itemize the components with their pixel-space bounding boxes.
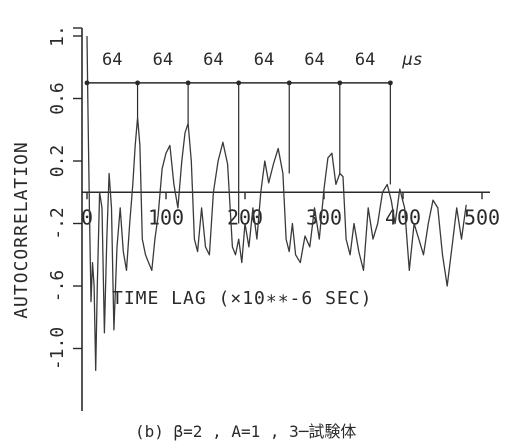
y-tick-label: -1.0	[47, 327, 68, 370]
y-tick-label: 0.6	[47, 82, 68, 115]
annotation-marker	[387, 80, 393, 86]
interval-label: 64	[355, 50, 375, 70]
y-tick-label: 1.	[47, 25, 68, 47]
x-tick-label: 100	[148, 205, 184, 229]
interval-annotation: 64 64 64 64 64 64 μs	[84, 50, 423, 224]
y-tick-label: -.6	[47, 270, 68, 303]
x-tick-label: 500	[464, 205, 500, 229]
x-tick-label: 300	[306, 205, 342, 229]
chart-caption: (b) β=2 , A=1 , 3─試験体	[135, 422, 356, 441]
annotation-marker	[185, 80, 191, 86]
interval-unit-label: μs	[401, 50, 422, 70]
y-tick-label: -.2	[47, 207, 68, 240]
annotation-marker	[135, 80, 140, 86]
interval-label: 64	[203, 50, 223, 70]
x-ticks: 0 100 200 300 400 500	[81, 192, 500, 229]
interval-label: 64	[254, 50, 274, 70]
interval-label: 64	[304, 50, 324, 70]
annotation-marker	[236, 80, 242, 86]
interval-label: 64	[153, 50, 173, 70]
series-group	[86, 35, 467, 372]
annotation-marker	[337, 80, 343, 86]
interval-label: 64	[102, 50, 122, 70]
y-axis-label: AUTOCORRELATION	[11, 141, 32, 319]
x-axis-label: TIME LAG (×10∗∗-6 SEC)	[112, 288, 372, 309]
y-tick-label: 0.2	[47, 145, 68, 178]
x-tick-label: 400	[385, 205, 421, 229]
series-line	[86, 35, 467, 372]
annotation-marker	[286, 80, 292, 86]
y-ticks: 1. 0.6 0.2 -.2 -.6 -1.0	[47, 25, 82, 370]
annotation-marker	[84, 80, 90, 86]
axes	[81, 28, 490, 411]
x-tick-label: 0	[81, 205, 93, 229]
